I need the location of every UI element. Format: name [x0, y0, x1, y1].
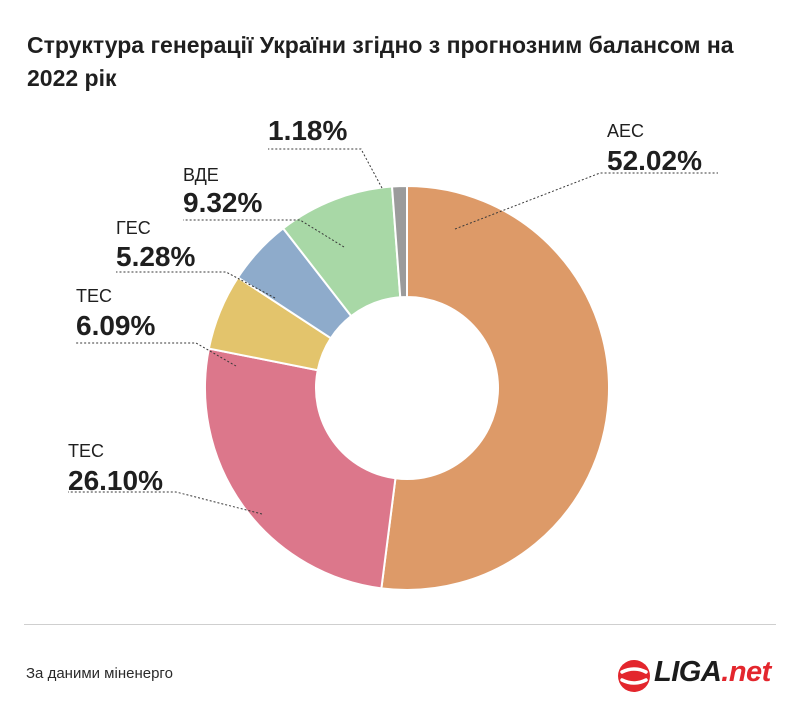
- leader-lines-group: [68, 148, 718, 515]
- leader-line-5: [268, 148, 383, 189]
- slice-name-2: ТЕС: [76, 286, 112, 306]
- slice-value-0: 52.02%: [607, 145, 702, 176]
- liga-logo[interactable]: LIGA.net: [616, 654, 782, 696]
- leader-line-3: [116, 271, 276, 299]
- leader-line-4: [183, 219, 345, 248]
- slice-value-1: 26.10%: [68, 465, 163, 496]
- slice-name-3: ГЕС: [116, 218, 151, 238]
- footer-divider: [24, 624, 776, 625]
- liga-logo-text: LIGA.net: [654, 656, 771, 688]
- slice-5: [390, 184, 408, 299]
- liga-logo-icon: [618, 660, 650, 692]
- slice-value-4: 9.32%: [183, 187, 262, 218]
- slice-0: [380, 184, 610, 591]
- slice-name-0: АЕС: [607, 121, 644, 141]
- slice-value-2: 6.09%: [76, 310, 155, 341]
- slice-value-3: 5.28%: [116, 241, 195, 272]
- slices-group: [204, 184, 610, 591]
- slice-name-4: ВДЕ: [183, 165, 219, 185]
- labels-group: АЕС 52.02% ТЕС 26.10% ТЕС 6.09% ГЕС 5.28% ВДЕ9.3…: [68, 115, 702, 496]
- chart-title: Структура генерації України згідно з про…: [27, 32, 734, 91]
- slice-1: [204, 347, 397, 590]
- slice-value-5: 1.18%: [268, 115, 347, 146]
- leader-line-1: [68, 491, 263, 515]
- source-note: За даними міненерго: [26, 665, 173, 682]
- slice-name-1: ТЕС: [68, 441, 104, 461]
